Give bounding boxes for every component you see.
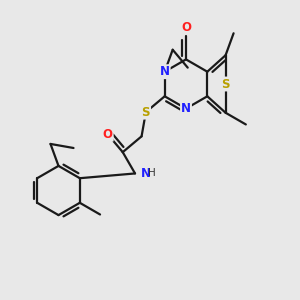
Text: O: O: [181, 21, 191, 34]
Text: O: O: [103, 128, 113, 141]
Text: S: S: [142, 106, 150, 118]
Text: N: N: [181, 102, 191, 115]
Text: H: H: [148, 169, 155, 178]
Text: N: N: [140, 167, 150, 180]
Text: N: N: [160, 65, 170, 78]
Text: S: S: [221, 77, 230, 91]
